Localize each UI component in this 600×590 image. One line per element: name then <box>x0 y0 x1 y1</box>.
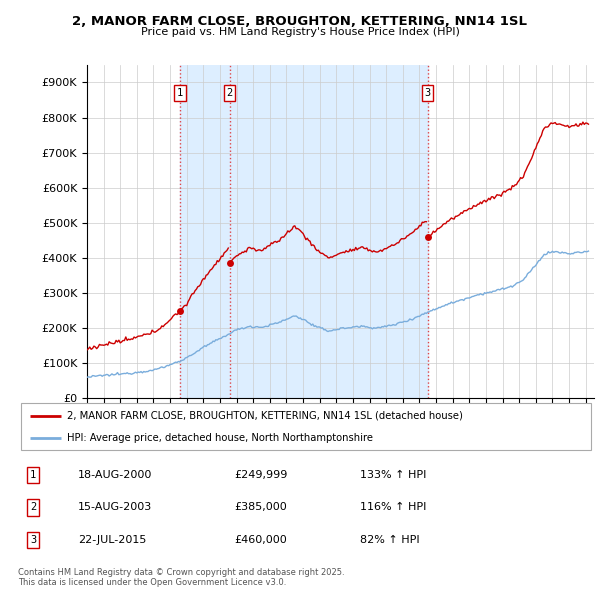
Text: 3: 3 <box>30 535 36 545</box>
Text: HPI: Average price, detached house, North Northamptonshire: HPI: Average price, detached house, Nort… <box>67 433 373 443</box>
Text: Price paid vs. HM Land Registry's House Price Index (HPI): Price paid vs. HM Land Registry's House … <box>140 27 460 37</box>
Text: 2: 2 <box>227 88 233 98</box>
Text: 2: 2 <box>30 503 36 512</box>
Text: 15-AUG-2003: 15-AUG-2003 <box>78 503 152 512</box>
Text: 133% ↑ HPI: 133% ↑ HPI <box>360 470 427 480</box>
Text: 22-JUL-2015: 22-JUL-2015 <box>78 535 146 545</box>
Text: £249,999: £249,999 <box>234 470 287 480</box>
Text: Contains HM Land Registry data © Crown copyright and database right 2025.
This d: Contains HM Land Registry data © Crown c… <box>18 568 344 587</box>
Text: 2, MANOR FARM CLOSE, BROUGHTON, KETTERING, NN14 1SL (detached house): 2, MANOR FARM CLOSE, BROUGHTON, KETTERIN… <box>67 411 463 421</box>
Text: 82% ↑ HPI: 82% ↑ HPI <box>360 535 419 545</box>
Bar <box>180 65 230 398</box>
Text: 1: 1 <box>176 88 183 98</box>
Bar <box>230 65 428 398</box>
Text: 18-AUG-2000: 18-AUG-2000 <box>78 470 152 480</box>
Text: 1: 1 <box>30 470 36 480</box>
Text: 3: 3 <box>425 88 431 98</box>
FancyBboxPatch shape <box>21 404 591 450</box>
Text: 2, MANOR FARM CLOSE, BROUGHTON, KETTERING, NN14 1SL: 2, MANOR FARM CLOSE, BROUGHTON, KETTERIN… <box>73 15 527 28</box>
Text: 116% ↑ HPI: 116% ↑ HPI <box>360 503 427 512</box>
Text: £460,000: £460,000 <box>234 535 287 545</box>
Text: £385,000: £385,000 <box>234 503 287 512</box>
